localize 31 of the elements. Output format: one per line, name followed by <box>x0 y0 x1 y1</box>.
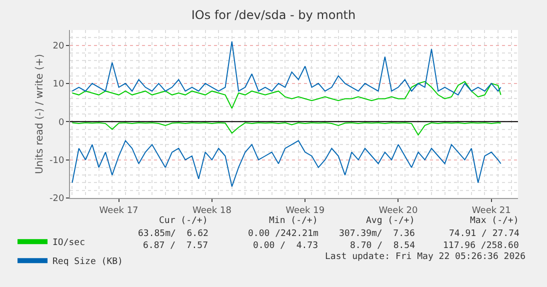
text: 0.00 / 4.73 <box>253 241 318 251</box>
y-tick-label: 10 <box>52 80 64 90</box>
text: 307.39m/ 7.36 <box>339 229 415 239</box>
legend-label: Req Size (KB) <box>52 257 123 268</box>
text: 74.91 / 27.74 <box>449 229 520 239</box>
x-tick-label: Week 17 <box>99 206 138 216</box>
line-series <box>72 122 502 136</box>
x-tick-label: Week 19 <box>286 206 325 216</box>
line-series <box>72 140 502 188</box>
text: Avg (-/+) <box>366 216 415 226</box>
y-axis-title: Units read (-) / write (+) <box>34 54 46 174</box>
x-tick-label: Week 18 <box>192 206 232 216</box>
x-tick-label: Week 20 <box>378 206 418 216</box>
y-tick-label: -20 <box>49 194 64 204</box>
text: 0.00 /242.21m <box>248 229 318 239</box>
text: Cur (-/+) <box>159 216 208 226</box>
text: 117.96 /258.60 <box>443 241 519 251</box>
y-tick-label: -10 <box>49 156 64 166</box>
text: 6.87 / 7.57 <box>143 241 208 251</box>
chart-title: IOs for /dev/sda - by month <box>191 8 356 22</box>
x-tick-label: Week 21 <box>472 206 511 216</box>
text: 8.70 / 8.54 <box>350 241 416 251</box>
text: 63.85m/ 6.62 <box>138 229 208 239</box>
text: Min (-/+) <box>269 216 318 226</box>
y-tick-label: 20 <box>52 41 64 52</box>
legend-label: IO/sec <box>52 238 86 248</box>
text: Max (-/+) <box>470 216 519 226</box>
line-series <box>72 40 502 96</box>
y-tick-label: 0 <box>58 118 64 128</box>
line-series <box>72 81 502 109</box>
text: Last update: Fri May 22 05:26:36 2026 <box>325 252 526 262</box>
